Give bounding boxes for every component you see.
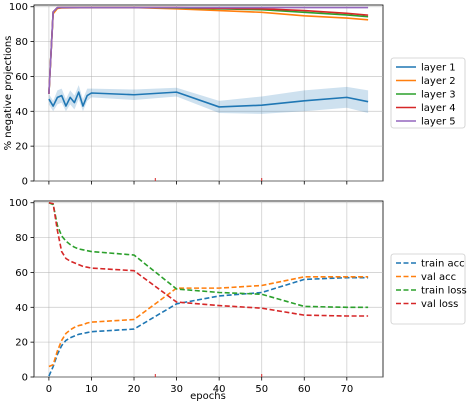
bottom-ticks: 0 10 20 30 40 50 60 70 0 20 40 60 80 100: [9, 198, 353, 395]
bottom-legend: train acc val acc train loss val loss: [390, 253, 467, 325]
bottom-legend-label-1: val acc: [421, 272, 456, 283]
bottom-ytick-label: 60: [15, 268, 28, 279]
top-ytick-label: 60: [15, 72, 28, 83]
bottom-legend-label-2: train loss: [421, 286, 467, 297]
top-ytick-label: 20: [15, 142, 28, 153]
bottom-xtick-label: 40: [213, 384, 226, 395]
bottom-xtick-label: 30: [170, 384, 183, 395]
top-legend-label-1: layer 2: [421, 76, 456, 87]
bottom-series-line-3: [48, 201, 369, 317]
bottom-xtick-label: 70: [340, 384, 353, 395]
top-series-line-2: [48, 6, 369, 94]
bottom-ytick-label: 0: [22, 373, 28, 384]
bottom-series-line-2: [48, 202, 369, 309]
bottom-panel: 0 10 20 30 40 50 60 70 0 20 40 60 80 100 epochs train…: [9, 198, 467, 402]
bottom-series-line-1: [48, 275, 369, 368]
top-series-band-0: [48, 85, 369, 114]
top-ylabel: % negative projections: [3, 36, 14, 151]
top-ytick-label: 0: [22, 177, 28, 188]
top-ytick-label: 100: [9, 2, 28, 13]
top-ticks: 0 20 40 60 80 100: [9, 2, 348, 188]
bottom-ytick-label: 80: [15, 233, 28, 244]
top-legend-label-0: layer 1: [421, 63, 456, 74]
bottom-ytick-label: 40: [15, 303, 28, 314]
bottom-xtick-label: 10: [85, 384, 98, 395]
top-panel: 0 20 40 60 80 100 % negative projections laye…: [3, 2, 466, 188]
bottom-legend-label-0: train acc: [421, 259, 465, 270]
bottom-series-line-0: [48, 276, 369, 377]
top-grid: [34, 5, 383, 182]
top-ytick-label: 80: [15, 37, 28, 48]
top-series-line-4: [48, 6, 369, 94]
bottom-xtick-label: 0: [46, 384, 52, 395]
bottom-ytick-label: 100: [9, 198, 28, 209]
bottom-legend-label-3: val loss: [421, 299, 458, 310]
top-series-line-0: [48, 91, 369, 108]
bottom-grid: [34, 201, 383, 378]
bottom-xlabel: epochs: [190, 391, 226, 402]
top-legend: layer 1 layer 2 layer 3 layer 4 layer 5: [390, 57, 466, 129]
top-legend-box: [390, 57, 466, 129]
top-ytick-label: 40: [15, 107, 28, 118]
top-legend-label-2: layer 3: [421, 90, 456, 101]
bottom-xtick-label: 50: [255, 384, 268, 395]
top-marks: [48, 6, 369, 181]
top-legend-label-3: layer 4: [421, 103, 456, 114]
top-legend-label-4: layer 5: [421, 117, 456, 128]
bottom-ytick-label: 20: [15, 338, 28, 349]
bottom-xtick-label: 60: [298, 384, 311, 395]
top-series-line-1: [48, 6, 369, 94]
bottom-xtick-label: 20: [128, 384, 141, 395]
top-series-line-3: [48, 6, 369, 94]
bottom-marks: [48, 201, 369, 377]
bottom-legend-box: [390, 253, 466, 325]
bottom-axes-frame: [33, 200, 384, 378]
